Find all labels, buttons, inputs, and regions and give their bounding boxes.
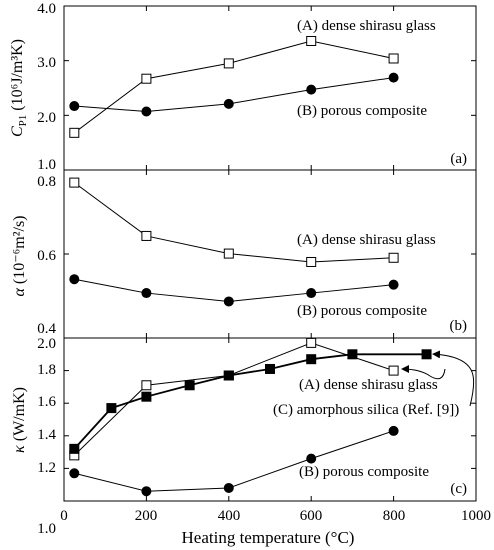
panel-c-series-dense-glass-line <box>73 342 394 456</box>
legend-arrow-amorphous-silica <box>432 350 475 407</box>
panel-b-ytick-label: 0.6 <box>37 248 56 264</box>
panel-a-series-porous-composite-point <box>223 98 234 109</box>
panel-b-series-porous-composite-point <box>306 288 317 299</box>
panel-c-series-porous-composite-point <box>141 486 152 497</box>
panel-b-series-dense-glass-point <box>306 256 317 267</box>
panel-c-series-porous-composite-line <box>74 430 394 492</box>
panel-c-series-porous-composite-point <box>388 425 399 436</box>
panel-c-series-dense-glass-point <box>388 365 399 376</box>
panel-a-series-porous-composite-point <box>388 72 399 83</box>
panel-c-legend-b: (B) porous composite <box>299 464 429 480</box>
panel-c-ytick-label: 2.0 <box>37 336 56 352</box>
panel-c-xtick-label: 0 <box>60 508 68 524</box>
panel-c-xticks: 0 200 400 600 800 1000 <box>60 508 491 524</box>
panel-c-xtick-label: 600 <box>300 508 323 524</box>
panel-a-series-porous-composite-point <box>69 101 80 112</box>
panel-b-series-porous-composite-point <box>388 279 399 290</box>
panel-c-ylabel: κ (W/mK) <box>11 387 28 453</box>
panel-c-ytick-label: 1.6 <box>37 394 56 410</box>
panel-c-series-porous-composite-point <box>306 453 317 464</box>
panel-b: 0.4 0.6 0.8 α (10⁻⁶m²/s) (b) (A) dense s… <box>11 169 477 339</box>
panel-b-series-porous-composite-line <box>74 278 394 302</box>
panel-c-series-amorphous-silica-point <box>69 443 80 454</box>
panel-b-series-porous-composite-point <box>69 274 80 285</box>
panel-b-ytick-label: 0.4 <box>37 321 56 337</box>
panel-a-label: (a) <box>450 151 467 167</box>
panel-c-series-amorphous-silica-point <box>184 380 195 391</box>
legend-arrow-dense-glass <box>401 365 446 380</box>
panel-a-series-dense-glass-line <box>73 40 394 134</box>
panel-c-frame <box>63 337 477 502</box>
panel-c-ytick-label: 1.2 <box>37 460 56 476</box>
panel-a-series-dense-glass-point <box>388 53 399 64</box>
panel-c-series-amorphous-silica-point <box>265 363 275 374</box>
panel-c-legend-a: (A) dense shirasu glass <box>299 377 438 393</box>
panel-c-legend-c: (C) amorphous silica (Ref. [9]) <box>273 402 459 418</box>
panel-c-ytick-label: 1.4 <box>37 427 56 443</box>
panel-b-series-dense-glass-line <box>74 182 394 263</box>
panel-a-series-porous-composite-point <box>141 106 152 117</box>
panel-b-legend-b: (B) porous composite <box>297 303 427 319</box>
panel-b-legend-a: (A) dense shirasu glass <box>297 232 436 248</box>
panel-a-legend-a: (A) dense shirasu glass <box>297 18 436 34</box>
panel-c-xtick-label: 1000 <box>461 508 491 524</box>
panel-c: 1.0 1.2 1.4 1.6 1.8 2.0 0 200 400 600 80… <box>11 336 491 547</box>
panel-b-label: (b) <box>450 318 468 334</box>
panel-b-series-porous-composite-point <box>223 296 234 307</box>
panel-c-xtick-label: 200 <box>135 508 158 524</box>
panel-c-series-amorphous-silica-point <box>106 403 117 414</box>
panel-c-series-amorphous-silica-point <box>421 349 432 360</box>
panel-a: 1.0 2.0 3.0 4.0 CP1 (10⁶J/m³K) (a) (A) d… <box>9 1 477 173</box>
panel-c-series-amorphous-silica-point <box>347 349 358 360</box>
panel-c-series-dense-glass-point <box>141 380 152 391</box>
panel-a-series-dense-glass-point <box>141 73 152 84</box>
chart-marks <box>63 5 477 502</box>
panel-a-series-dense-glass-point <box>223 58 234 69</box>
panel-a-series-dense-glass-point <box>306 35 317 46</box>
panel-b-ytick-label: 0.8 <box>37 174 56 190</box>
panel-b-yticks: 0.4 0.6 0.8 <box>37 174 56 337</box>
panel-b-series-dense-glass-point <box>69 177 80 188</box>
panel-b-ylabel: α (10⁻⁶m²/s) <box>11 216 28 297</box>
panel-b-series-porous-composite-point <box>141 288 152 299</box>
panel-c-label: (c) <box>450 481 467 497</box>
panel-a-yticks: 1.0 2.0 3.0 4.0 <box>37 1 56 173</box>
panel-a-ylabel: CP1 (10⁶J/m³K) <box>9 39 29 137</box>
panel-a-ytick-label: 4.0 <box>37 1 56 17</box>
panel-b-series-dense-glass-point <box>388 252 399 263</box>
panel-c-ytick-label: 1.0 <box>37 521 56 537</box>
panel-c-yticks: 1.0 1.2 1.4 1.6 1.8 2.0 <box>37 336 56 537</box>
panel-a-ytick-label: 1.0 <box>37 157 56 173</box>
panel-b-series-dense-glass-point <box>223 248 234 259</box>
panel-c-series-porous-composite-point <box>223 482 234 493</box>
panel-c-series-amorphous-silica-point <box>306 354 317 365</box>
panel-b-series-dense-glass-point <box>141 230 152 241</box>
panel-c-ytick-label: 1.8 <box>37 362 56 378</box>
panel-a-series-dense-glass-point <box>69 127 80 138</box>
panel-a-legend-b: (B) porous composite <box>297 103 427 119</box>
panel-c-series-dense-glass-point <box>306 337 317 348</box>
panel-c-xlabel: Heating temperature (°C) <box>182 528 355 547</box>
panel-a-series-porous-composite-point <box>306 84 317 95</box>
panel-a-ytick-label: 3.0 <box>37 55 56 71</box>
panel-c-series-amorphous-silica-point <box>223 370 234 381</box>
panel-c-xtick-label: 800 <box>383 508 406 524</box>
panel-a-ytick-label: 2.0 <box>37 110 56 126</box>
panel-c-xtick-label: 400 <box>218 508 241 524</box>
panel-c-series-amorphous-silica-point <box>141 391 152 402</box>
panel-c-series-porous-composite-point <box>69 468 80 479</box>
